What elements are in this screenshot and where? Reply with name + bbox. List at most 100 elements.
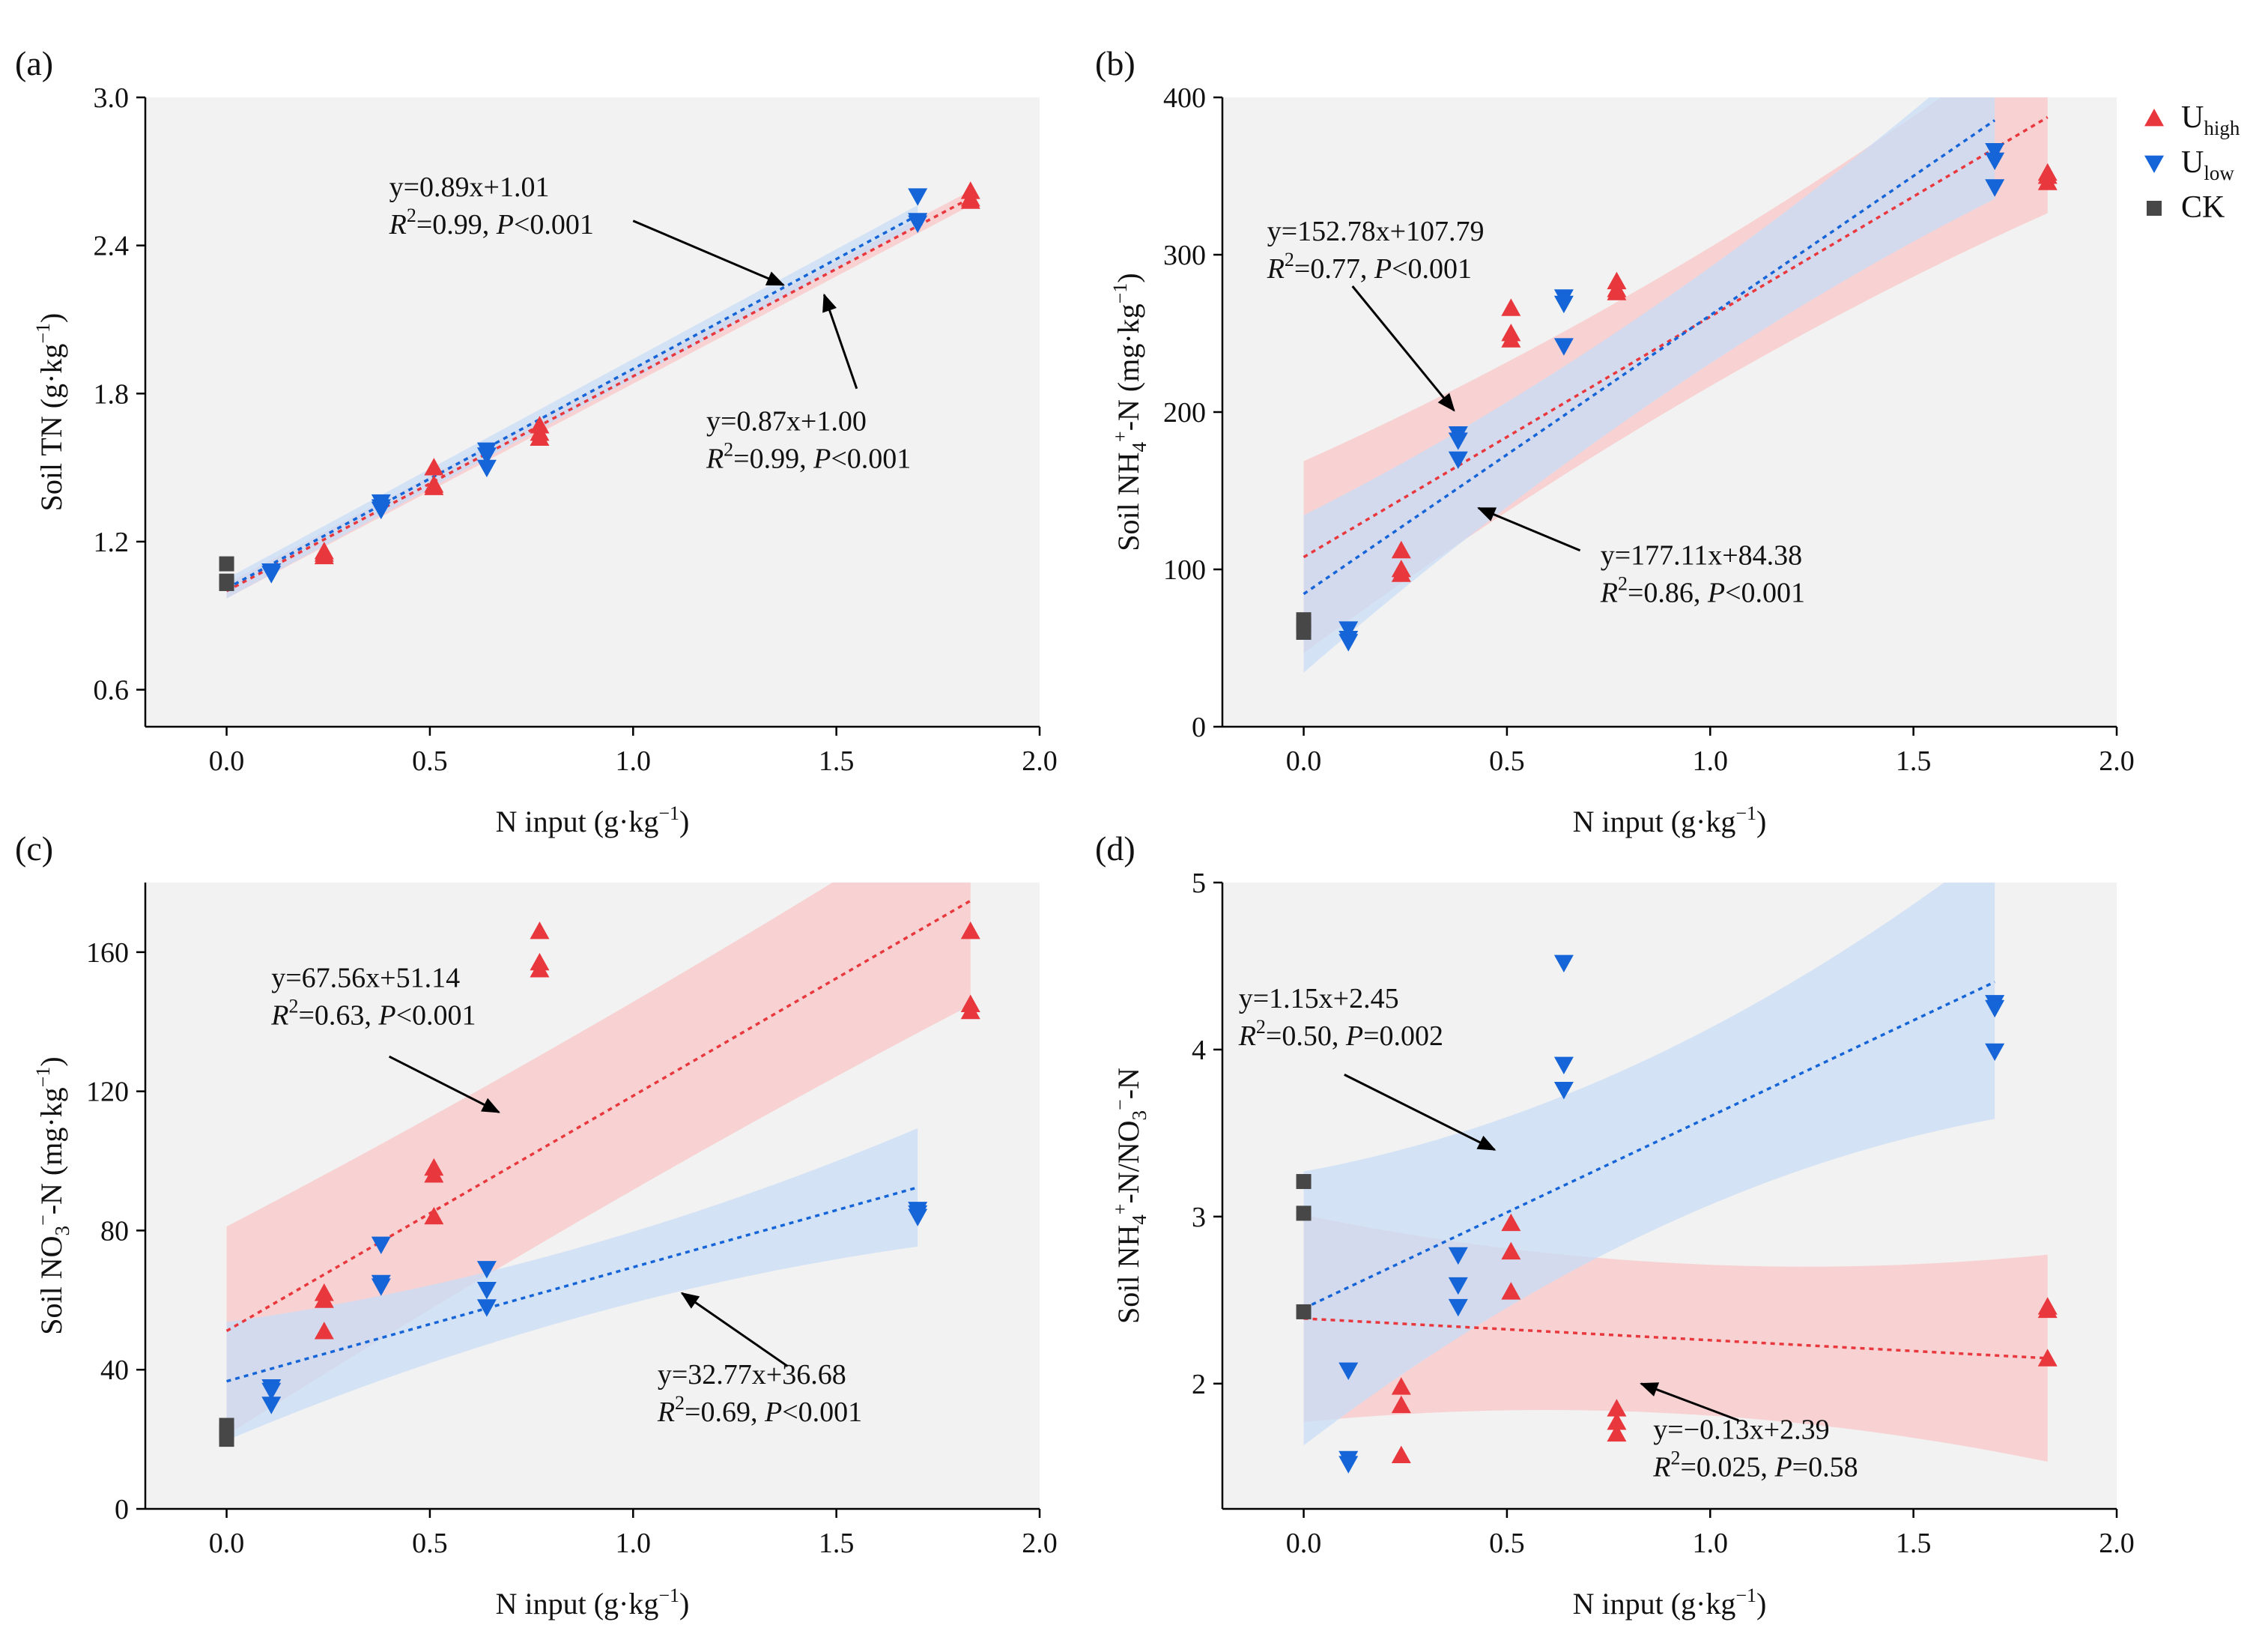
legend-label: Ulow [2181,145,2234,184]
y-axis-label-close: ) [34,313,68,323]
u-low-point [371,1278,391,1296]
panel-label: (b) [1095,44,1135,82]
legend-label: Uhigh [2181,100,2240,139]
x-tick-label: 0.5 [412,1528,448,1559]
y-axis-label-close: ) [1112,273,1145,282]
legend-label-sub: low [2204,162,2234,184]
y-axis-label-text: Soil NO [34,1235,68,1334]
y-axis-label-sup: −1 [32,1067,54,1088]
x-axis-label-sup: −1 [1735,802,1756,824]
u-high-point [1391,564,1411,582]
p-value: =0.002 [1363,1020,1443,1052]
y-tick-label: 300 [1163,240,1206,271]
y-axis-label-sup: + [1109,1204,1131,1215]
fit-statistics: R2=0.63, P<0.001 [270,995,476,1031]
y-tick-label: 0 [1192,712,1206,743]
y-tick-label: 80 [100,1215,129,1247]
ck-point [1296,1205,1312,1221]
p-value: =0.58 [1792,1451,1858,1483]
fit-equation: y=−0.13x+2.39 [1653,1414,1829,1445]
r-symbol: R [706,444,724,475]
x-axis-label: N input (g·kg−1) [496,802,690,838]
x-tick-label: 0.5 [412,745,448,777]
r2-sup: 2 [288,995,298,1017]
y-tick-label: 2 [1192,1369,1206,1400]
plot-layer [219,883,980,1447]
y-tick-label: 2.4 [94,231,130,262]
y-axis-label-sup: −1 [32,323,54,344]
u-low-point [476,459,497,478]
y-tick-label: 0 [115,1494,129,1525]
legend-entry-u-low: Ulow [2144,145,2234,184]
u-high-point [530,960,550,978]
u-low-point [476,1261,497,1279]
ck-point [219,1432,234,1447]
panel-label: (c) [15,829,53,868]
u-high-point [1501,1213,1521,1232]
annotation-arrow [1344,1074,1497,1152]
u-high-fit-line [1303,116,2049,559]
y-axis-label-sub: 3 [51,1226,73,1236]
u-low-point [371,499,391,517]
u-low-point [1448,1298,1468,1317]
panel-c: 0.0 0.5 1.0 1.5 2.0 0 40 80 120 160 (c) N input (g·… [15,829,1058,1621]
y-tick-label: 120 [86,1077,129,1108]
x-tick-label: 2.0 [1022,1528,1058,1559]
panel-label: (d) [1095,829,1135,868]
y-axis-label-sup: + [1109,431,1131,442]
x-tick-label: 2.0 [2099,1528,2135,1559]
r2-sup: 2 [675,1392,685,1414]
y-axis-label-sub: 4 [1128,441,1150,452]
u-low-point [1553,1082,1574,1100]
x-axis-label-close: ) [679,805,689,838]
ck-point [1296,1304,1312,1319]
r-symbol: R [1267,253,1285,285]
u-low-point [1448,1247,1468,1265]
y-tick-label: 5 [1192,868,1206,899]
r2-value: =0.77, [1294,253,1374,285]
fit-statistics: R2=0.69, P<0.001 [657,1392,862,1428]
u-high-point [424,1165,444,1183]
u-low-point [1338,621,1359,639]
u-low-confidence-band [226,205,918,599]
u-low-confidence-band [1303,883,1995,1446]
p-value: <0.001 [831,444,911,475]
x-axis-label-close: ) [1756,1587,1766,1621]
p-value: <0.001 [1725,578,1805,609]
fit-statistics: R2=0.99, P<0.001 [706,439,911,475]
u-high-point [960,922,980,939]
u-low-point [908,1208,928,1226]
u-high-point [1391,1377,1411,1395]
p-symbol: P [378,999,395,1031]
r2-value: =0.50, [1266,1020,1346,1052]
annotation-arrow [680,1292,789,1367]
y-axis-label-text: -N/NO [1112,1120,1145,1203]
y-axis-label-text: Soil NH [1112,1225,1145,1324]
fit-equation: y=152.78x+107.79 [1267,216,1485,247]
u-low-point [1985,1043,2005,1062]
p-symbol: P [496,209,514,240]
u-low-confidence-band [226,1128,918,1441]
r2-value: =0.025, [1681,1451,1775,1483]
legend-label-main: U [2181,145,2204,180]
x-tick-label: 1.0 [616,745,652,777]
x-axis-label: N input (g·kg−1) [1573,802,1767,838]
y-axis-label-text: -N (mg·kg [1112,303,1145,431]
x-tick-label: 0.0 [1286,745,1322,777]
u-high-point [530,922,550,939]
u-high-point [2037,166,2058,184]
u-high-point [1391,540,1411,559]
fit-equation: y=177.11x+84.38 [1601,540,1802,572]
r2-value: =0.63, [298,999,378,1031]
y-tick-label: 40 [100,1355,129,1386]
u-high-point [530,423,550,441]
y-axis-label-sub: 3 [1128,1110,1150,1121]
u-high-point [314,544,334,562]
r2-value: =0.69, [685,1397,765,1428]
u-low-point [1553,338,1574,356]
plot-area [145,97,1040,727]
